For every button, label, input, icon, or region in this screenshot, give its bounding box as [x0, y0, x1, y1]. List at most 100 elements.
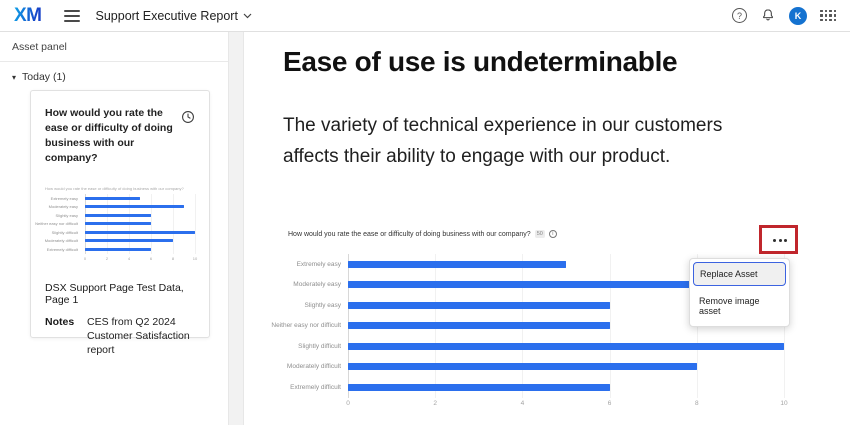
axis-tick-label: 8	[694, 399, 699, 407]
chart-bar	[348, 301, 610, 309]
clock-icon	[182, 111, 194, 123]
chart-bar	[85, 196, 140, 200]
chart-category-label: Neither easy nor difficult	[35, 221, 78, 227]
chart-bar	[85, 247, 151, 251]
chart-row: Extremely difficult	[47, 245, 195, 254]
chart-bar	[85, 230, 195, 234]
xm-logo: XM	[14, 4, 42, 26]
axis-tick-label: 0	[83, 255, 87, 261]
chart-category-label: Slightly easy	[304, 301, 342, 309]
chart-category-label: Slightly difficult	[298, 342, 341, 350]
chevron-down-icon	[243, 13, 252, 18]
chart-category-label: Moderately difficult	[286, 363, 341, 371]
axis-tick-label: 2	[105, 255, 109, 261]
avatar-initial: K	[794, 10, 802, 21]
asset-panel-sidebar: Asset panel ▾ Today (1) How would you ra…	[0, 32, 228, 425]
hamburger-menu-icon[interactable]	[63, 7, 80, 25]
axis-tick-label: 4	[127, 255, 131, 261]
chart-row: Slightly easy	[305, 295, 784, 316]
chart-category-label: Moderately easy	[293, 281, 341, 289]
notes-label: Notes	[45, 315, 75, 328]
chart-category-label: Moderately difficult	[44, 238, 78, 244]
collapse-triangle-icon: ▾	[12, 72, 17, 82]
chart-row: Slightly easy	[56, 211, 195, 220]
axis-tick-label: 10	[780, 399, 788, 407]
asset-question-text: How would you rate the ease or difficult…	[45, 107, 173, 164]
grid-line	[151, 194, 152, 254]
axis-tick-label: 6	[607, 399, 612, 407]
report-title-dropdown[interactable]: Support Executive Report	[96, 9, 252, 23]
chart-category-label: Slightly easy	[55, 212, 78, 218]
chart-row: Neither easy nor difficult	[271, 316, 784, 337]
mini-chart-rows: Extremely easy Moderately easy Slightly ea…	[35, 194, 195, 254]
chart-category-label: Slightly difficult	[51, 229, 78, 235]
chart-category-label: Neither easy nor difficult	[271, 322, 341, 330]
chart-category-label: Extremely easy	[50, 195, 78, 201]
chart-category-label: Extremely difficult	[46, 246, 78, 252]
axis-tick-label: 6	[149, 255, 153, 261]
chart-row: Moderately difficult	[45, 237, 195, 246]
chart-header: How would you rate the ease or difficult…	[288, 230, 557, 238]
menu-item-remove-image-asset[interactable]: Remove image asset	[699, 296, 760, 316]
chart-bar	[85, 239, 173, 243]
chart-bar	[85, 222, 151, 226]
top-bar: XM Support Executive Report ? K	[0, 0, 850, 32]
chart-category-label: Moderately easy	[48, 204, 78, 210]
chart-row: Extremely easy	[297, 254, 784, 275]
today-group-toggle[interactable]: ▾ Today (1)	[0, 62, 228, 92]
mini-chart-x-axis: 0 2 4 6 8 10	[83, 254, 198, 266]
user-avatar[interactable]: K	[789, 6, 807, 25]
mini-chart-title: How would you rate the ease or difficult…	[45, 186, 184, 191]
chart-rows: Extremely easy Moderately easy Slightly ea…	[271, 254, 784, 398]
axis-tick-label: 2	[433, 399, 437, 407]
chart-row: Moderately difficult	[287, 357, 784, 378]
chart-row: Extremely difficult	[290, 377, 784, 398]
page-title: Ease of use is undeterminable	[283, 46, 678, 77]
chart-bar	[348, 342, 784, 350]
chart-row: Slightly difficult	[298, 336, 784, 357]
report-title-label: Support Executive Report	[95, 8, 238, 23]
chart-bar	[348, 363, 697, 371]
chart-x-axis: 0 2 4 6 8 10	[346, 398, 788, 410]
asset-panel-header: Asset panel	[0, 32, 228, 62]
mini-bar-chart: Extremely easy Moderately easy Slightly ea…	[35, 194, 198, 266]
today-group-label: Today (1)	[22, 71, 66, 83]
app-grid-icon[interactable]	[820, 9, 836, 22]
page-subtitle: The variety of technical experience in o…	[283, 115, 723, 167]
chart-bar	[85, 205, 184, 209]
chart-row: Moderately easy	[49, 203, 195, 212]
help-icon[interactable]: ?	[732, 8, 747, 23]
chart-question-title: How would you rate the ease or difficult…	[288, 230, 531, 238]
asset-context-menu: Replace Asset Remove image asset	[689, 258, 790, 327]
asset-notes: Notes CES from Q2 2024 Customer Satisfac…	[45, 315, 195, 357]
grid-line	[195, 194, 196, 254]
notifications-bell-icon[interactable]	[760, 7, 776, 24]
chart-bar	[348, 260, 566, 268]
info-icon: i	[548, 230, 557, 238]
chart-row: Neither easy nor difficult	[35, 220, 195, 229]
menu-item-replace-asset[interactable]: Replace Asset	[693, 262, 786, 286]
chart-bar	[348, 281, 741, 289]
axis-tick-label: 4	[520, 399, 525, 407]
chart-row: Slightly difficult	[52, 228, 195, 237]
report-page: Ease of use is undeterminable The variet…	[244, 32, 850, 425]
topbar-actions: ? K	[732, 6, 836, 25]
chart-category-label: Extremely easy	[296, 260, 341, 268]
grid-line	[173, 194, 174, 254]
notes-text: CES from Q2 2024 Customer Satisfaction r…	[87, 315, 190, 356]
response-count-badge: 50	[534, 230, 545, 238]
asset-card[interactable]: How would you rate the ease or difficult…	[30, 90, 210, 356]
panel-divider	[228, 32, 244, 425]
axis-tick-label: 0	[346, 399, 350, 407]
chart-row: Moderately easy	[293, 275, 784, 296]
axis-tick-label: 8	[171, 255, 175, 261]
chart-bar	[348, 322, 610, 330]
chart-bar	[348, 383, 610, 391]
axis-tick-label: 10	[192, 255, 198, 261]
asset-source-label: DSX Support Page Test Data, Page 1	[45, 281, 184, 306]
chart-row: Extremely easy	[51, 194, 195, 203]
chart-bar	[85, 213, 151, 217]
asset-options-button[interactable]	[765, 230, 795, 251]
chart-category-label: Extremely difficult	[290, 383, 341, 391]
